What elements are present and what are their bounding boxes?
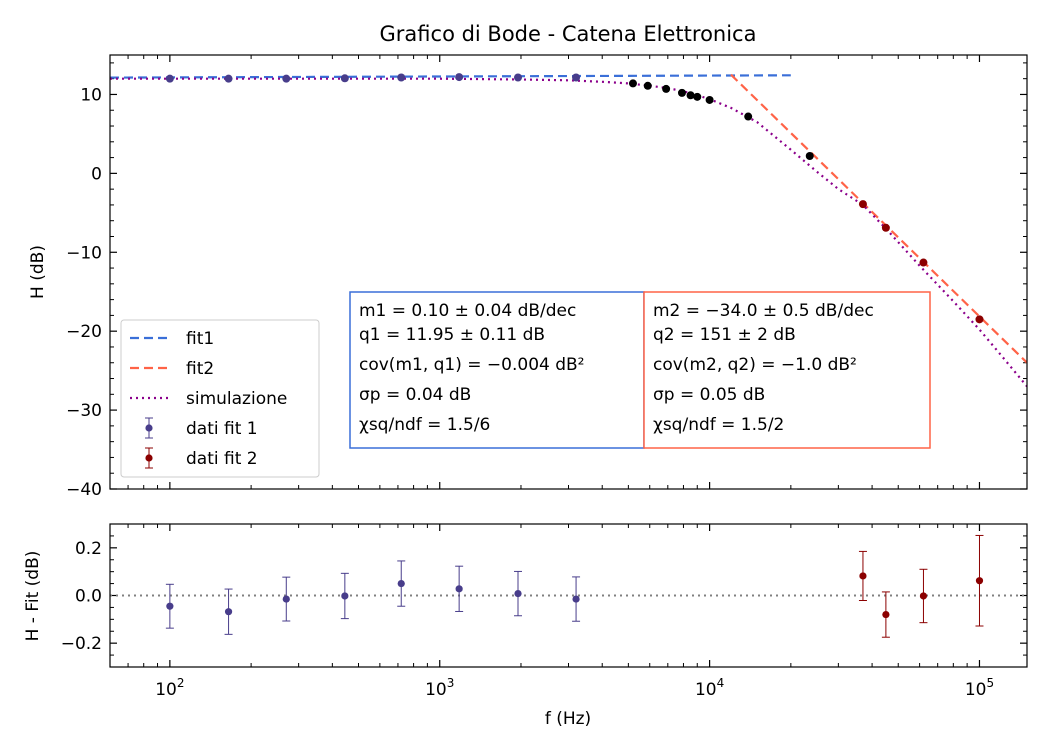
legend: fit1 fit2 simulazione dati fit 1 dati fit 2	[120, 319, 320, 478]
y-tick-label: 0.0	[75, 587, 102, 607]
legend-label: simulazione	[186, 389, 287, 409]
residual-plot-frame	[109, 523, 1028, 668]
data-point-dati-fit-1	[514, 73, 523, 82]
fit-box-line: σp = 0.04 dB	[359, 385, 471, 405]
x-tick-labels: 102 103 104 105	[155, 676, 994, 700]
fit-box-line: q2 = 151 ± 2 dB	[653, 325, 796, 345]
y-tick-label: 10	[80, 85, 102, 105]
extra-data-point	[677, 88, 686, 97]
y-tick-label: −30	[66, 401, 102, 421]
chart-title: Grafico di Bode - Catena Elettronica	[380, 22, 757, 46]
extra-data-point	[628, 79, 637, 88]
data-point-dati-fit-2	[858, 200, 867, 209]
residual-point	[975, 577, 984, 585]
residual-point	[919, 592, 928, 600]
y-tick-label: 0	[91, 164, 102, 184]
series-fit2	[730, 73, 1027, 364]
fit-box-line: χsq/ndf = 1.5/6	[359, 415, 490, 435]
data-point-dati-fit-1	[282, 74, 291, 83]
fit-box-line: m2 = −34.0 ± 0.5 dB/dec	[653, 301, 874, 321]
residual-point	[224, 608, 233, 616]
x-axis-label: f (Hz)	[545, 709, 591, 729]
data-point-dati-fit-1	[455, 73, 464, 82]
residual-plot-series	[110, 534, 1027, 638]
fit-box-line: m1 = 0.10 ± 0.04 dB/dec	[359, 301, 576, 321]
main-y-axis-label: H (dB)	[28, 245, 48, 299]
legend-swatch	[145, 454, 153, 462]
fit-parameter-boxes: m1 = 0.10 ± 0.04 dB/dec q1 = 11.95 ± 0.11…	[349, 291, 931, 449]
fit-box-line: cov(m1, q1) = −0.004 dB²	[359, 355, 585, 375]
residual-point	[341, 592, 349, 600]
main-ticks: 10 0 −10 −20 −30 −40	[66, 55, 1027, 500]
extra-data-point	[686, 91, 695, 100]
series-fit1	[110, 74, 791, 79]
residual-y-axis-label: H - Fit (dB)	[23, 551, 43, 642]
legend-label: dati fit 2	[186, 449, 258, 469]
legend-label: fit2	[186, 359, 214, 379]
residual-point	[572, 595, 580, 603]
residual-plot-area	[110, 524, 1027, 667]
data-point-dati-fit-1	[397, 73, 406, 82]
data-point-dati-fit-2	[975, 315, 984, 324]
fit-box-line: χsq/ndf = 1.5/2	[653, 415, 784, 435]
x-tick-label: 105	[965, 676, 994, 700]
y-tick-label: −10	[66, 243, 102, 263]
residual-point	[859, 572, 867, 580]
y-tick-label: −20	[66, 322, 102, 342]
extra-data-point	[705, 95, 714, 104]
residual-point	[282, 595, 290, 603]
legend-frame	[120, 319, 320, 478]
data-point-dati-fit-1	[340, 74, 349, 83]
residual-point	[514, 589, 522, 598]
data-point-dati-fit-1	[165, 74, 174, 83]
residual-point	[166, 602, 174, 610]
residual-point	[455, 585, 463, 593]
y-tick-label: 0.2	[75, 539, 102, 559]
data-point-dati-fit-1	[224, 74, 233, 83]
data-point-dati-fit-1	[572, 73, 581, 82]
extra-data-point	[693, 92, 702, 101]
x-tick-label: 103	[425, 676, 454, 700]
fit-box-1	[349, 291, 645, 449]
data-point-dati-fit-2	[881, 223, 890, 232]
legend-swatch	[145, 424, 153, 432]
extra-data-point	[744, 112, 753, 121]
main-plot-frame	[109, 54, 1028, 490]
fit-box-2	[643, 291, 931, 449]
fit-box-line: σp = 0.05 dB	[653, 385, 765, 405]
extra-data-point	[643, 81, 652, 90]
data-point-dati-fit-2	[919, 258, 928, 267]
x-tick-label: 102	[155, 676, 184, 700]
y-tick-label: −0.2	[61, 634, 102, 654]
extra-data-point	[662, 84, 671, 93]
extra-data-point	[805, 152, 814, 161]
fit-box-line: cov(m2, q2) = −1.0 dB²	[653, 355, 857, 375]
fit-box-line: q1 = 11.95 ± 0.11 dB	[359, 325, 545, 345]
legend-label: dati fit 1	[186, 419, 258, 439]
main-plot-series	[110, 73, 1027, 388]
legend-label: fit1	[186, 329, 214, 349]
residual-point	[397, 579, 405, 588]
x-tick-label: 104	[695, 676, 724, 700]
y-tick-label: −40	[66, 480, 102, 500]
residual-point	[882, 610, 890, 619]
